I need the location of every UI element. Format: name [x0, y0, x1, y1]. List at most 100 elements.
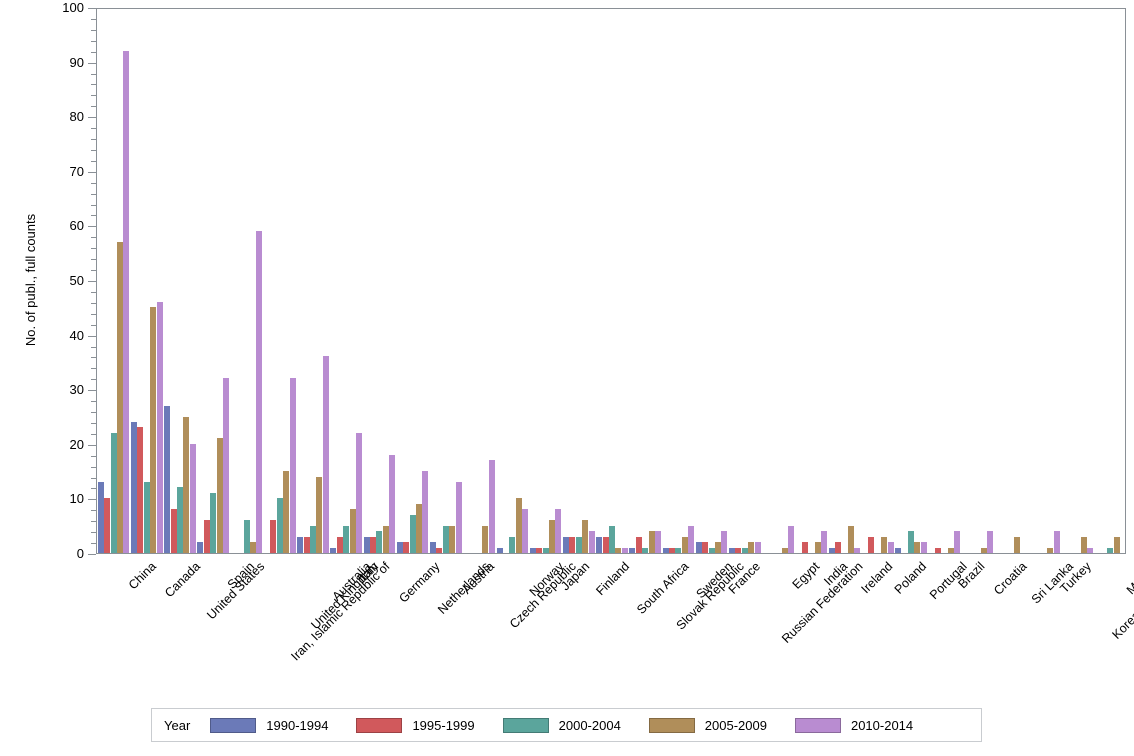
bar: [243, 520, 250, 553]
legend-entry[interactable]: 2010-2014: [794, 717, 913, 733]
bar: [562, 536, 569, 553]
bar: [363, 536, 370, 553]
bar: [270, 520, 277, 553]
legend-entry[interactable]: 2000-2004: [502, 717, 621, 733]
bar: [117, 241, 123, 553]
bar-group: [430, 9, 462, 553]
y-axis-minor-tick: [91, 543, 96, 545]
bar: [137, 427, 144, 553]
bar: [370, 536, 376, 553]
bar: [529, 547, 536, 553]
x-axis-tick-label: Canada: [161, 559, 203, 601]
y-axis-minor-tick: [91, 248, 96, 250]
bar: [316, 476, 323, 553]
bar: [781, 547, 788, 553]
x-axis-tick-label: Germany: [396, 559, 444, 606]
bar-group: [496, 9, 529, 553]
bar: [908, 531, 915, 553]
bar: [110, 432, 117, 553]
bar: [256, 230, 263, 553]
y-axis-minor-tick: [91, 412, 96, 414]
bar-group: [762, 9, 794, 553]
y-axis-minor-tick: [91, 51, 96, 53]
bar: [914, 542, 921, 553]
bar: [276, 498, 283, 553]
y-axis-minor-tick: [91, 270, 96, 272]
bar: [289, 378, 296, 553]
bar: [588, 531, 595, 553]
bar: [934, 547, 941, 553]
bar: [336, 536, 343, 553]
bar-group: [928, 9, 961, 553]
bar: [442, 525, 449, 553]
legend-entry[interactable]: 1995-1999: [356, 717, 475, 733]
bar-group: [596, 9, 628, 553]
y-axis-tick-label: 40: [69, 327, 84, 343]
legend-title: Year: [164, 717, 191, 733]
legend-swatch: [356, 717, 403, 733]
bar: [662, 547, 669, 553]
bar: [980, 547, 987, 553]
bar: [542, 547, 549, 553]
y-axis-major-tick: [88, 117, 96, 119]
bar: [422, 471, 429, 553]
bar: [189, 443, 196, 553]
y-axis-minor-tick: [91, 422, 96, 424]
bar: [436, 547, 443, 553]
bar: [895, 547, 902, 553]
x-axis-tick-label: Poland: [891, 559, 929, 597]
bar-group: [562, 9, 595, 553]
bar: [629, 547, 636, 553]
legend-label: 1990-1994: [266, 717, 329, 733]
bar: [416, 503, 423, 553]
bar-group: [862, 9, 894, 553]
bar: [488, 460, 495, 553]
bar: [954, 531, 961, 553]
bar: [881, 536, 888, 553]
y-axis-major-tick: [88, 281, 96, 282]
y-axis-minor-tick: [91, 291, 96, 293]
bar: [249, 542, 256, 553]
y-axis-minor-tick: [91, 521, 96, 523]
bar: [669, 547, 676, 553]
bar: [197, 542, 204, 553]
y-axis-minor-tick: [91, 106, 96, 108]
y-axis-minor-tick: [91, 128, 96, 130]
y-axis-major-tick: [88, 8, 96, 9]
bar: [309, 525, 316, 553]
y-axis-minor-tick: [91, 182, 96, 184]
bar: [123, 50, 130, 553]
bar-group: [463, 9, 495, 553]
y-axis-minor-tick: [91, 510, 96, 512]
bar: [303, 536, 310, 553]
y-axis-minor-tick: [91, 193, 96, 195]
bar: [482, 525, 489, 553]
bar: [170, 509, 177, 553]
legend-entry[interactable]: 2005-2009: [648, 717, 767, 733]
bar: [1047, 547, 1054, 553]
bar: [868, 536, 875, 553]
bar-group: [264, 9, 296, 553]
bar-group: [297, 9, 329, 553]
legend-entries: 1990-1994 1995-1999 2000-2004 2005-2009 2010…: [210, 717, 941, 733]
bar-group: [197, 9, 230, 553]
bar: [729, 547, 736, 553]
y-axis-minor-tick: [91, 488, 96, 490]
bar: [947, 547, 954, 553]
y-axis-tick-label: 30: [69, 382, 84, 398]
x-axis-tick-label: China: [125, 559, 159, 593]
bar: [681, 536, 688, 553]
bar: [582, 520, 589, 553]
bar: [210, 492, 217, 553]
legend-label: 2000-2004: [558, 717, 621, 733]
bar: [787, 525, 794, 553]
bar: [355, 432, 362, 553]
bar: [721, 531, 728, 553]
legend-entry[interactable]: 1990-1994: [210, 717, 329, 733]
bar-group: [662, 9, 695, 553]
x-axis-tick-label: Egypt: [789, 559, 823, 592]
bar: [455, 482, 462, 553]
y-axis-tick-label: 0: [76, 546, 84, 561]
y-axis-tick-label: 20: [69, 436, 84, 452]
